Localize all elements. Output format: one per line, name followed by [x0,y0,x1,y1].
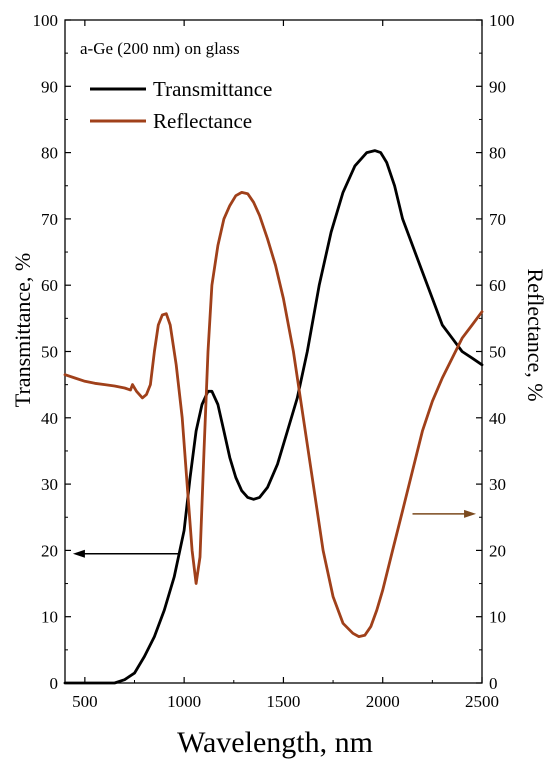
y-tick-label-right: 50 [489,343,506,362]
y-tick-label-left: 40 [41,409,58,428]
plot-frame [64,19,483,684]
x-axis-title: Wavelength, nm [177,726,373,759]
y-tick-label-left: 50 [41,343,58,362]
y-tick-label-left: 60 [41,276,58,295]
series-layer [63,149,484,685]
y-tick-label-right: 100 [489,11,515,30]
y-tick-label-left: 90 [41,77,58,96]
y-tick-label-right: 60 [489,276,506,295]
x-tick-label: 2000 [366,692,400,711]
legend-label-reflectance: Reflectance [153,109,252,133]
y-tick-label-left: 0 [50,674,59,693]
y-tick-label-right: 70 [489,210,506,229]
series-line-transmittance [63,149,484,685]
y-tick-label-right: 30 [489,475,506,494]
overlay-layer [72,509,477,558]
x-tick-label: 500 [72,692,98,711]
y-tick-label-right: 20 [489,541,506,560]
series-line-reflectance [63,190,484,638]
y-tick-label-left: 80 [41,144,58,163]
y-tick-label-left: 10 [41,608,58,627]
y-tick-label-left: 30 [41,475,58,494]
legend: Transmittance Reflectance [90,77,272,133]
y-tick-label-right: 0 [489,674,498,693]
axes-layer: 0 0 10 10 20 20 30 30 40 40 50 50 60 60 70 70 80 80 90 90 10… [33,11,515,711]
y-tick-label-right: 80 [489,144,506,163]
x-tick-label: 2500 [465,692,499,711]
y-tick-label-right: 10 [489,608,506,627]
x-tick-label: 1500 [266,692,300,711]
y-tick-label-right: 90 [489,77,506,96]
y-axis-title-left: Transmittance, % [10,253,35,407]
y-tick-label-right: 40 [489,409,506,428]
chart-annotation: a-Ge (200 nm) on glass [80,39,240,58]
legend-label-transmittance: Transmittance [153,77,272,101]
axis-arrow-head-right [464,509,477,518]
axis-arrow-head-left [72,549,85,558]
x-tick-label: 1000 [167,692,201,711]
y-tick-label-left: 20 [41,541,58,560]
y-tick-label-left: 100 [33,11,59,30]
y-axis-title-right: Reflectance, % [523,268,548,401]
y-tick-label-left: 70 [41,210,58,229]
